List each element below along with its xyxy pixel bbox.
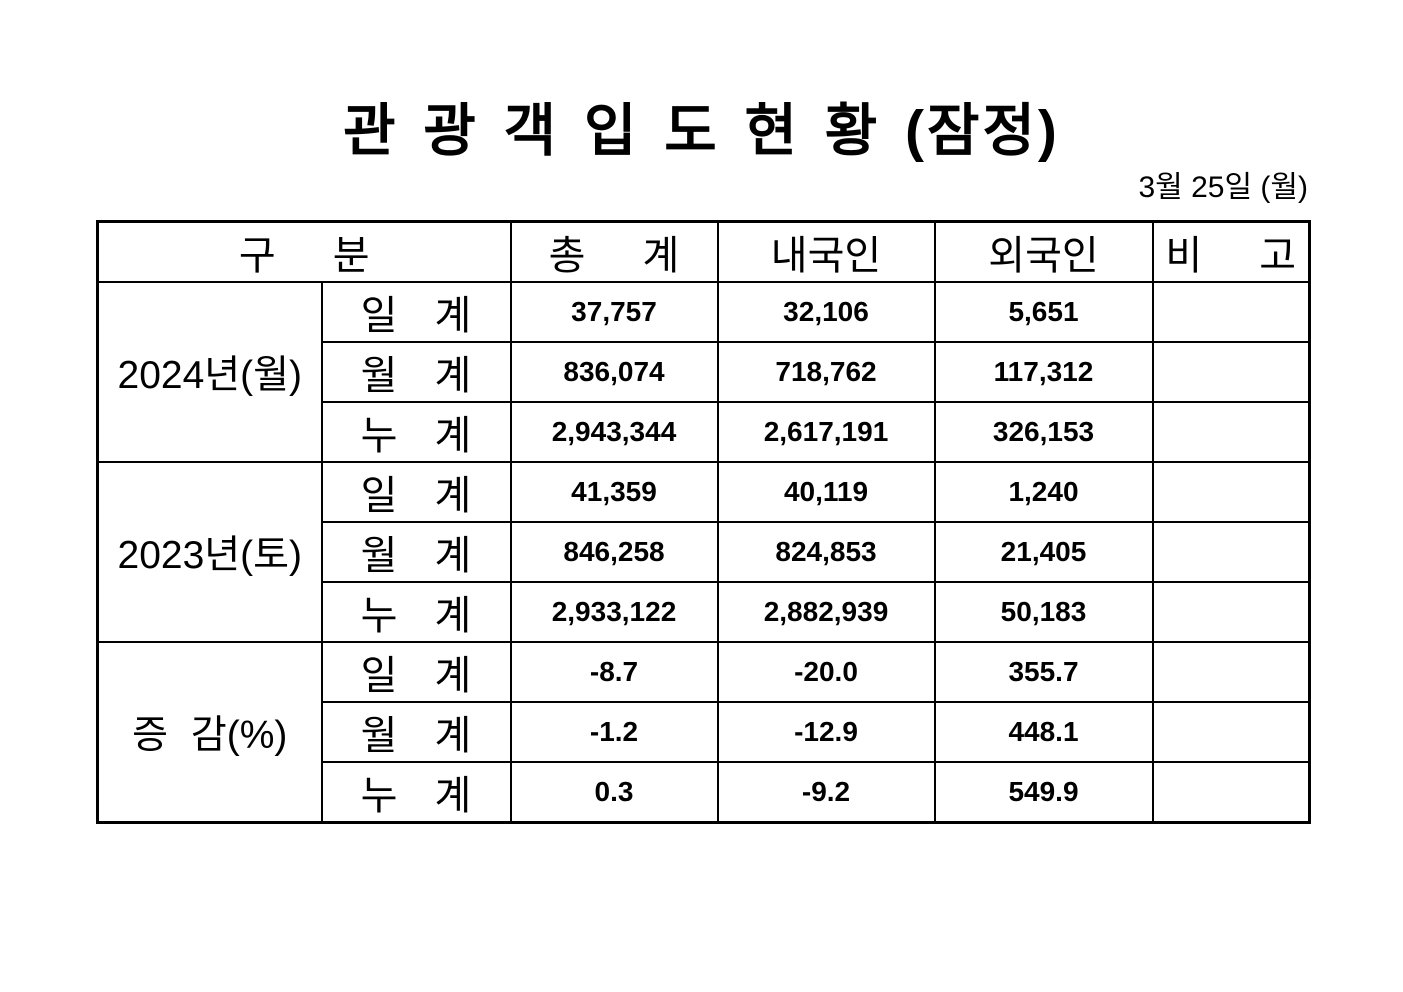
col-header-category: 구 분 [96,220,512,283]
value-domestic: -9.2 [716,761,936,824]
group-label-2023: 2023년(토) [96,461,323,643]
value-domestic: -12.9 [716,701,936,763]
note-cell [1151,401,1311,463]
value-foreign: 326,153 [933,401,1154,463]
row-label: 월 계 [320,701,512,763]
tourist-arrivals-table: 구 분 총 계 내국인 외국인 비 고 2024년(월) 일 계 37,757 … [96,220,1311,824]
table-row: 누 계 0.3 -9.2 549.9 [98,761,1311,824]
note-cell [1151,581,1311,643]
group-label-2024: 2024년(월) [96,281,323,463]
value-domestic: 824,853 [716,521,936,583]
note-cell [1151,521,1311,583]
value-total: 2,943,344 [509,401,719,463]
table-row: 누 계 2,943,344 2,617,191 326,153 [98,401,1311,463]
page-title: 관 광 객 입 도 현 황 (잠정) [343,99,1060,163]
note-cell [1151,701,1311,763]
row-label: 월 계 [320,341,512,403]
value-total: 846,258 [509,521,719,583]
value-total: -1.2 [509,701,719,763]
value-foreign: 5,651 [933,281,1154,343]
value-total: 836,074 [509,341,719,403]
value-foreign: 1,240 [933,461,1154,523]
table-row: 월 계 -1.2 -12.9 448.1 [98,701,1311,763]
value-domestic: 40,119 [716,461,936,523]
note-cell [1151,761,1311,824]
value-foreign: 21,405 [933,521,1154,583]
value-domestic: 2,617,191 [716,401,936,463]
row-label: 일 계 [320,461,512,523]
col-header-note: 비 고 [1151,220,1311,283]
row-label: 일 계 [320,281,512,343]
value-foreign: 50,183 [933,581,1154,643]
value-total: 37,757 [509,281,719,343]
value-total: 0.3 [509,761,719,824]
value-domestic: -20.0 [716,641,936,703]
value-domestic: 2,882,939 [716,581,936,643]
group-label-change-pct: 증 감(%) [96,641,323,824]
table-row: 증 감(%) 일 계 -8.7 -20.0 355.7 [96,641,1311,824]
value-domestic: 32,106 [716,281,936,343]
value-total: 41,359 [509,461,719,523]
value-foreign: 355.7 [933,641,1154,703]
note-cell [1151,281,1311,343]
note-cell [1151,341,1311,403]
col-header-total: 총 계 [509,220,719,283]
table-header-row: 구 분 총 계 내국인 외국인 비 고 [96,220,1311,283]
table-row: 2024년(월) 일 계 37,757 32,106 5,651 [96,281,1311,463]
row-label: 누 계 [320,401,512,463]
table-row: 월 계 836,074 718,762 117,312 [98,341,1311,403]
note-cell [1151,641,1311,703]
col-header-foreign: 외국인 [933,220,1154,283]
col-header-domestic: 내국인 [716,220,936,283]
row-label: 누 계 [320,581,512,643]
value-foreign: 448.1 [933,701,1154,763]
value-foreign: 549.9 [933,761,1154,824]
note-cell [1151,461,1311,523]
table-row: 월 계 846,258 824,853 21,405 [98,521,1311,583]
row-label: 월 계 [320,521,512,583]
value-foreign: 117,312 [933,341,1154,403]
report-date: 3월 25일 (월) [1138,171,1308,204]
value-total: 2,933,122 [509,581,719,643]
value-domestic: 718,762 [716,341,936,403]
table-row: 2023년(토) 일 계 41,359 40,119 1,240 [96,461,1311,643]
row-label: 일 계 [320,641,512,703]
row-label: 누 계 [320,761,512,824]
value-total: -8.7 [509,641,719,703]
table-row: 누 계 2,933,122 2,882,939 50,183 [98,581,1311,643]
